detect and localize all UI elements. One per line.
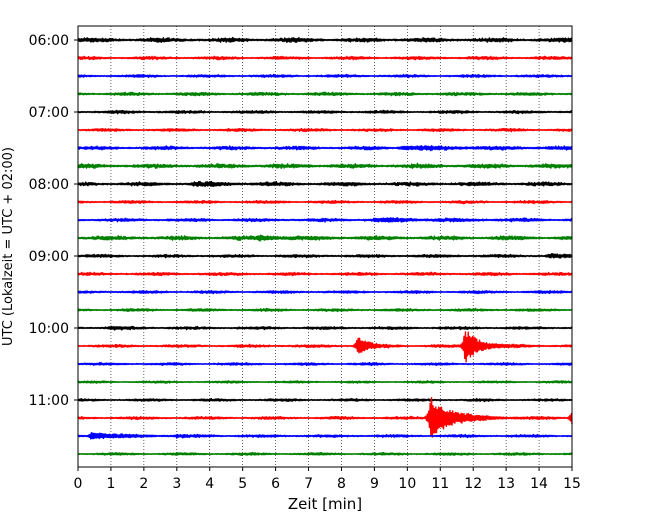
y-axis-label: UTC (Lokalzeit = UTC + 02:00) bbox=[1, 147, 16, 346]
x-tick-label: 13 bbox=[497, 476, 515, 492]
x-tick-label: 9 bbox=[370, 476, 379, 492]
x-tick-label: 7 bbox=[304, 476, 313, 492]
x-tick-label: 5 bbox=[238, 476, 247, 492]
trace-0700 bbox=[77, 109, 573, 115]
x-tick-label: 1 bbox=[106, 476, 115, 492]
trace-1000 bbox=[77, 325, 573, 331]
y-tick-label: 07:00 bbox=[29, 105, 69, 121]
trace-0745 bbox=[77, 162, 573, 170]
y-tick-label: 11:00 bbox=[29, 393, 69, 409]
y-tick-label: 08:00 bbox=[29, 177, 69, 193]
y-tick-label: 09:00 bbox=[29, 249, 69, 265]
trace-0730 bbox=[77, 145, 573, 152]
trace-1100 bbox=[77, 397, 573, 403]
trace-0715 bbox=[77, 127, 573, 133]
x-tick-label: 6 bbox=[271, 476, 280, 492]
trace-0945 bbox=[77, 307, 573, 313]
y-axis-ticks: 06:00 07:00 08:00 09:00 10:00 11:00 bbox=[29, 33, 78, 409]
x-tick-label: 10 bbox=[398, 476, 416, 492]
trace-1130 bbox=[77, 431, 573, 440]
trace-0800 bbox=[77, 180, 573, 188]
x-tick-label: 0 bbox=[74, 476, 83, 492]
x-axis-ticks: 0 1 2 3 4 5 6 7 8 9 10 11 12 13 14 15 bbox=[74, 467, 581, 492]
trace-0615 bbox=[77, 55, 573, 61]
trace-1145 bbox=[77, 451, 573, 456]
trace-0815 bbox=[77, 199, 573, 205]
x-tick-label: 8 bbox=[337, 476, 346, 492]
trace-0830 bbox=[77, 217, 573, 223]
trace-0600 bbox=[77, 36, 573, 44]
trace-1030 bbox=[77, 361, 573, 367]
x-tick-label: 4 bbox=[205, 476, 214, 492]
x-tick-label: 11 bbox=[431, 476, 449, 492]
x-tick-label: 3 bbox=[172, 476, 181, 492]
y-tick-label: 10:00 bbox=[29, 321, 69, 337]
plot-frame bbox=[77, 25, 573, 468]
y-tick-label: 06:00 bbox=[29, 33, 69, 49]
trace-0845 bbox=[77, 234, 573, 242]
trace-0630 bbox=[77, 73, 573, 79]
x-tick-label: 12 bbox=[464, 476, 482, 492]
trace-0900 bbox=[77, 253, 573, 259]
trace-1015 bbox=[77, 331, 573, 363]
x-axis-label: Zeit [min] bbox=[288, 495, 362, 513]
trace-0645 bbox=[77, 91, 573, 97]
x-tick-label: 14 bbox=[530, 476, 548, 492]
x-tick-label: 2 bbox=[139, 476, 148, 492]
trace-0930 bbox=[77, 289, 573, 295]
seismic-traces bbox=[77, 36, 573, 456]
trace-1115 bbox=[77, 397, 573, 438]
trace-1045 bbox=[77, 380, 573, 384]
trace-0915 bbox=[77, 271, 573, 277]
x-tick-label: 15 bbox=[563, 476, 581, 492]
